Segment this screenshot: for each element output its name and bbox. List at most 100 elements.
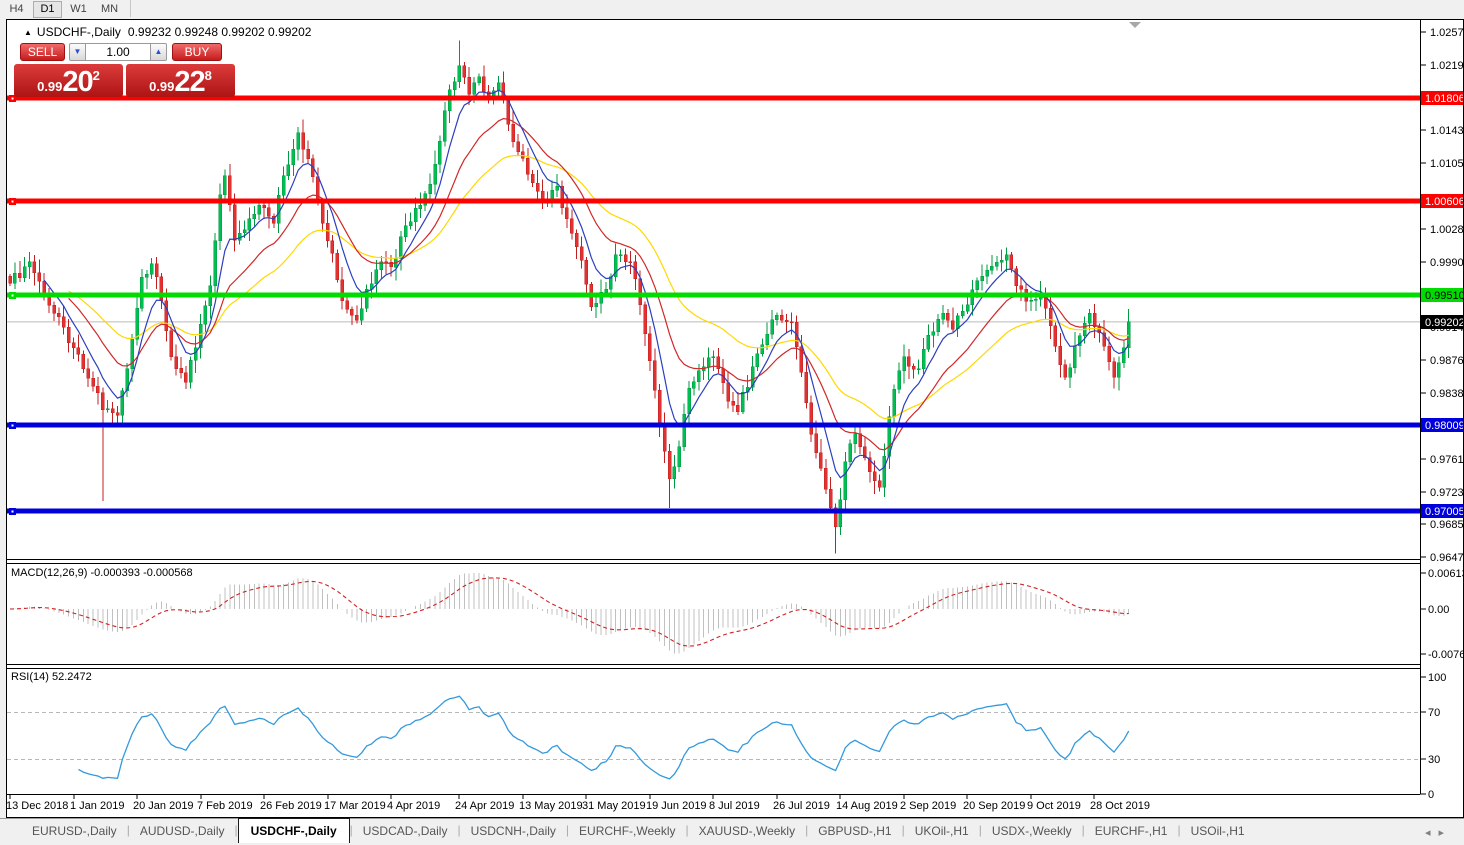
tab-separator: | [565,823,570,837]
svg-text:70: 70 [1428,707,1440,719]
svg-text:-0.007612: -0.007612 [1428,649,1464,661]
tab-separator: | [978,823,982,837]
tab-separator: | [901,823,905,837]
collapse-triangle-icon[interactable]: ▲ [24,28,32,37]
sell-button[interactable]: SELL [20,43,65,61]
chart-tab-usdcad-daily[interactable]: USDCAD-,Daily [362,824,448,838]
macd-signal-line [9,577,1129,647]
tab-separator: | [234,823,238,837]
chart-tab-bar: EURUSD-,Daily | AUDUSD-,Daily | USDCHF-,Dail… [0,818,1464,845]
tab-separator: | [1081,823,1085,837]
svg-text:13 Dec 2018: 13 Dec 2018 [6,800,68,812]
svg-text:31 May 2019: 31 May 2019 [582,800,646,812]
toolbar-separator [130,0,131,17]
date-axis: 13 Dec 2018 1 Jan 2019 20 Jan 2019 7 Feb 20… [6,794,1420,812]
price-axis-label-0.99202: 0.99202 [1421,315,1464,329]
chart-tab-usdcnh-daily[interactable]: USDCNH-,Daily [470,824,556,838]
price-axis-label-1.01806: 1.01806 [1421,91,1464,105]
svg-text:24 Apr 2019: 24 Apr 2019 [455,800,514,812]
svg-text:0: 0 [1428,789,1434,801]
tab-scroll-left-icon[interactable]: ◂ [1424,827,1439,839]
tab-separator: | [457,823,461,837]
tab-scroll-arrows[interactable]: ◂▸ [1425,826,1452,839]
svg-text:1 Jan 2019: 1 Jan 2019 [70,800,124,812]
svg-text:1.01806: 1.01806 [1425,93,1464,105]
chart-tab-audusd-daily[interactable]: AUDUSD-,Daily [139,824,225,838]
buy-price-display[interactable]: 0.99228 [126,64,235,98]
timeframe-button-h4[interactable]: H4 [9,3,24,15]
chart-title: ▲ USDCHF-,Daily 0.99232 0.99248 0.99202 0.… [24,25,311,39]
sell-price-display[interactable]: 0.99202 [14,64,123,98]
timeframe-button-d1[interactable]: D1 [33,1,62,18]
svg-text:0.99510: 0.99510 [1425,290,1464,302]
svg-text:17 Mar 2019: 17 Mar 2019 [324,800,386,812]
svg-text:26 Feb 2019: 26 Feb 2019 [260,800,322,812]
horizontal-line-0.97005[interactable] [7,508,1420,515]
horizontal-line-1.01806[interactable] [7,95,1420,102]
tab-separator: | [685,823,689,837]
chart-tab-gbpusd-h1[interactable]: GBPUSD-,H1 [818,824,892,838]
horizontal-line-0.9951[interactable] [7,292,1420,299]
chart-tab-eurchf-h1[interactable]: EURCHF-,H1 [1094,824,1168,838]
timeframe-button-w1[interactable]: W1 [70,3,87,15]
chart-shift-marker-icon[interactable] [1129,22,1141,28]
svg-text:1.02190: 1.02190 [1430,60,1464,72]
svg-text:1.00606: 1.00606 [1425,196,1464,208]
price-axis-label-0.98009: 0.98009 [1421,418,1464,432]
sell-price-pip: 2 [92,68,100,83]
buy-price-big: 22 [174,66,205,98]
svg-text:0.00: 0.00 [1428,604,1449,616]
tab-scroll-right-icon[interactable]: ▸ [1438,827,1452,839]
chart-tab-usdx-weekly[interactable]: USDX-,Weekly [991,824,1072,838]
volume-increase-button[interactable]: ▲ [150,43,167,61]
buy-price-prefix: 0.99 [149,79,175,94]
volume-input[interactable] [86,43,150,61]
buy-button[interactable]: BUY [172,43,222,61]
svg-text:1.02570: 1.02570 [1430,27,1464,39]
svg-text:0.97005: 0.97005 [1425,506,1464,518]
chart-window: 13 Dec 2018 1 Jan 2019 20 Jan 2019 7 Feb 20… [6,19,1464,818]
svg-text:13 May 2019: 13 May 2019 [519,800,583,812]
timeframe-button-mn[interactable]: MN [100,3,119,15]
rsi-line [78,695,1130,780]
price-chart-canvas[interactable]: 13 Dec 2018 1 Jan 2019 20 Jan 2019 7 Feb 20… [6,19,1464,818]
svg-text:28 Oct 2019: 28 Oct 2019 [1090,800,1150,812]
svg-text:1.01430: 1.01430 [1430,125,1464,137]
horizontal-line-1.00606[interactable] [7,198,1420,205]
chart-tab-ukoil-h1[interactable]: UKOil-,H1 [914,824,969,838]
svg-text:0.98009: 0.98009 [1425,420,1464,432]
chart-tab-usdchf-daily[interactable]: USDCHF-,Daily [237,818,350,843]
pane-splitter[interactable] [6,664,1464,669]
chart-tab-eurusd-daily[interactable]: EURUSD-,Daily [32,824,117,838]
svg-text:1.01050: 1.01050 [1430,158,1464,170]
ma-18-line [68,117,1129,451]
svg-text:7 Feb 2019: 7 Feb 2019 [197,800,253,812]
chart-tab-eurchf-weekly[interactable]: EURCHF-,Weekly [579,824,676,838]
horizontal-line-0.98009[interactable] [7,422,1420,429]
one-click-trading-panel: SELL ▼ ▲ BUY 0.99202 0.99228 [14,43,235,98]
svg-text:0.00613: 0.00613 [1428,568,1464,580]
sell-price-big: 20 [62,66,93,98]
svg-text:4 Apr 2019: 4 Apr 2019 [387,800,440,812]
rsi-pane [7,695,1420,780]
tab-separator: | [349,823,353,837]
timeframe-toolbar: H4 D1 W1 MN [0,0,1464,19]
tab-separator: | [1177,823,1181,837]
svg-text:0.96470: 0.96470 [1430,552,1464,564]
pane-splitter[interactable] [6,559,1464,564]
volume-decrease-button[interactable]: ▼ [69,43,86,61]
svg-text:14 Aug 2019: 14 Aug 2019 [836,800,898,812]
svg-text:26 Jul 2019: 26 Jul 2019 [773,800,830,812]
chart-tab-xauusd-weekly[interactable]: XAUUSD-,Weekly [698,824,796,838]
svg-text:30: 30 [1428,754,1440,766]
chart-tab-usoil-h1[interactable]: USOil-,H1 [1190,824,1245,838]
svg-text:100: 100 [1428,672,1446,684]
